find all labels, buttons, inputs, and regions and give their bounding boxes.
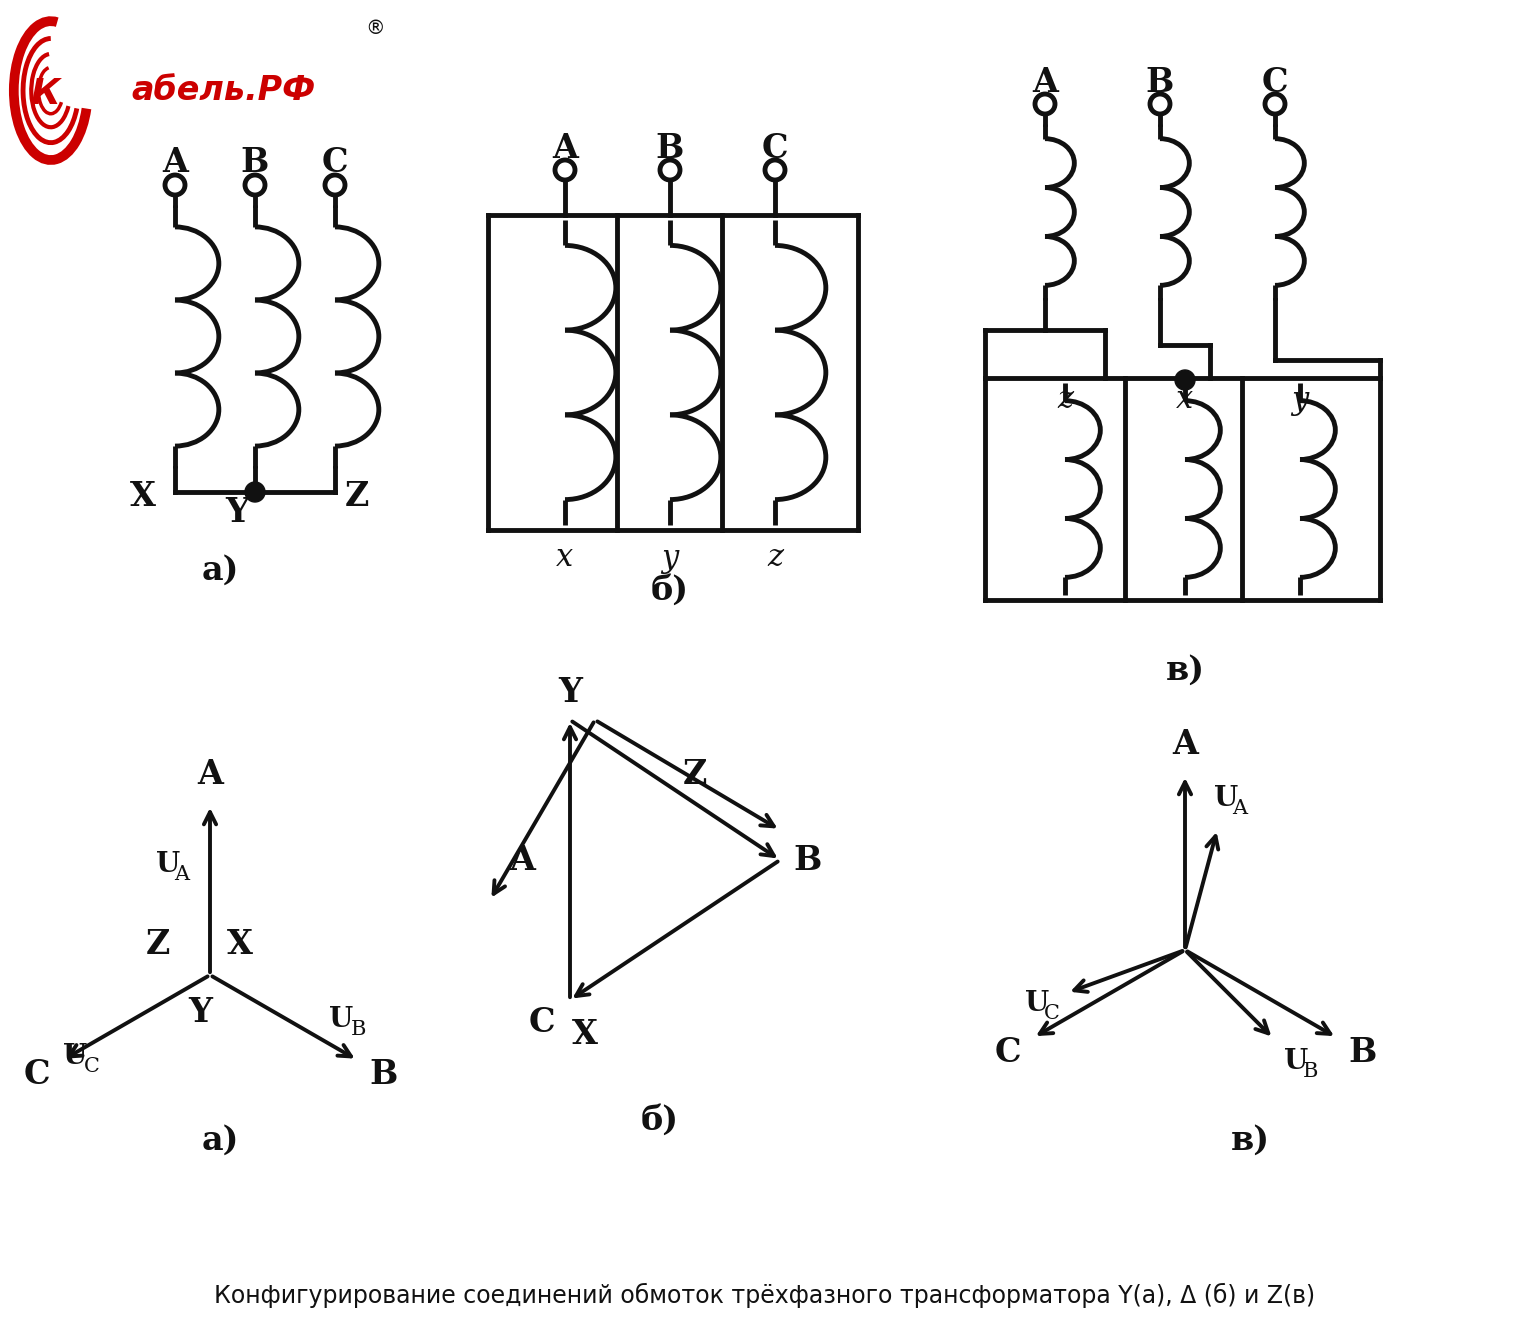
Text: б): б) <box>641 1103 679 1137</box>
Text: B: B <box>350 1020 366 1039</box>
Text: A: A <box>1172 729 1198 761</box>
Text: B: B <box>1146 66 1174 98</box>
Text: ®: ® <box>366 19 386 39</box>
Text: а): а) <box>202 1123 239 1157</box>
Text: A: A <box>162 145 188 178</box>
Text: B: B <box>656 132 684 165</box>
Text: К: К <box>31 78 60 111</box>
Text: б): б) <box>650 573 688 607</box>
Text: Конфигурирование соединений обмоток трёхфазного трансформатора Y(а), Δ (б) и Z(в: Конфигурирование соединений обмоток трёх… <box>214 1283 1316 1307</box>
Text: x: x <box>557 542 574 573</box>
Text: C: C <box>529 1005 555 1039</box>
Circle shape <box>245 482 265 502</box>
Text: C: C <box>23 1059 50 1091</box>
Text: A: A <box>1033 66 1057 98</box>
Text: U: U <box>156 851 181 878</box>
Text: B: B <box>1348 1036 1377 1070</box>
Text: A: A <box>174 866 190 884</box>
Text: Y: Y <box>558 675 581 709</box>
Text: C: C <box>84 1057 99 1076</box>
Text: z: z <box>767 542 783 573</box>
Text: B: B <box>1302 1062 1317 1080</box>
Text: Z: Z <box>145 929 170 961</box>
Text: C: C <box>321 145 349 178</box>
Text: X: X <box>572 1019 598 1052</box>
Circle shape <box>1175 370 1195 391</box>
Text: U: U <box>1025 990 1050 1017</box>
Text: Z: Z <box>344 479 369 513</box>
Text: A: A <box>1232 798 1247 817</box>
Text: C: C <box>762 132 788 165</box>
Text: U: U <box>1284 1048 1308 1075</box>
Text: Z: Z <box>682 758 707 792</box>
Text: B: B <box>369 1059 398 1091</box>
Text: A: A <box>509 844 536 876</box>
Text: A: A <box>197 758 223 792</box>
Text: Y: Y <box>225 495 249 529</box>
Text: y: y <box>661 542 679 573</box>
Text: B: B <box>794 844 822 876</box>
Text: A: A <box>552 132 578 165</box>
Text: C: C <box>1043 1004 1059 1023</box>
Text: C: C <box>1262 66 1288 98</box>
Text: X: X <box>226 929 252 961</box>
Text: X: X <box>130 479 156 513</box>
Text: z: z <box>1057 385 1073 416</box>
Text: B: B <box>240 145 269 178</box>
Text: U: U <box>63 1043 87 1070</box>
Text: в): в) <box>1230 1123 1270 1157</box>
Text: а): а) <box>202 553 239 586</box>
Text: y: y <box>1291 385 1308 416</box>
Text: Y: Y <box>188 997 213 1029</box>
Text: x: x <box>1177 385 1193 416</box>
Text: U: U <box>329 1006 353 1033</box>
Text: в): в) <box>1166 654 1204 687</box>
Text: U: U <box>1213 785 1238 812</box>
Text: C: C <box>994 1036 1021 1070</box>
Text: абель.РФ: абель.РФ <box>132 74 315 107</box>
